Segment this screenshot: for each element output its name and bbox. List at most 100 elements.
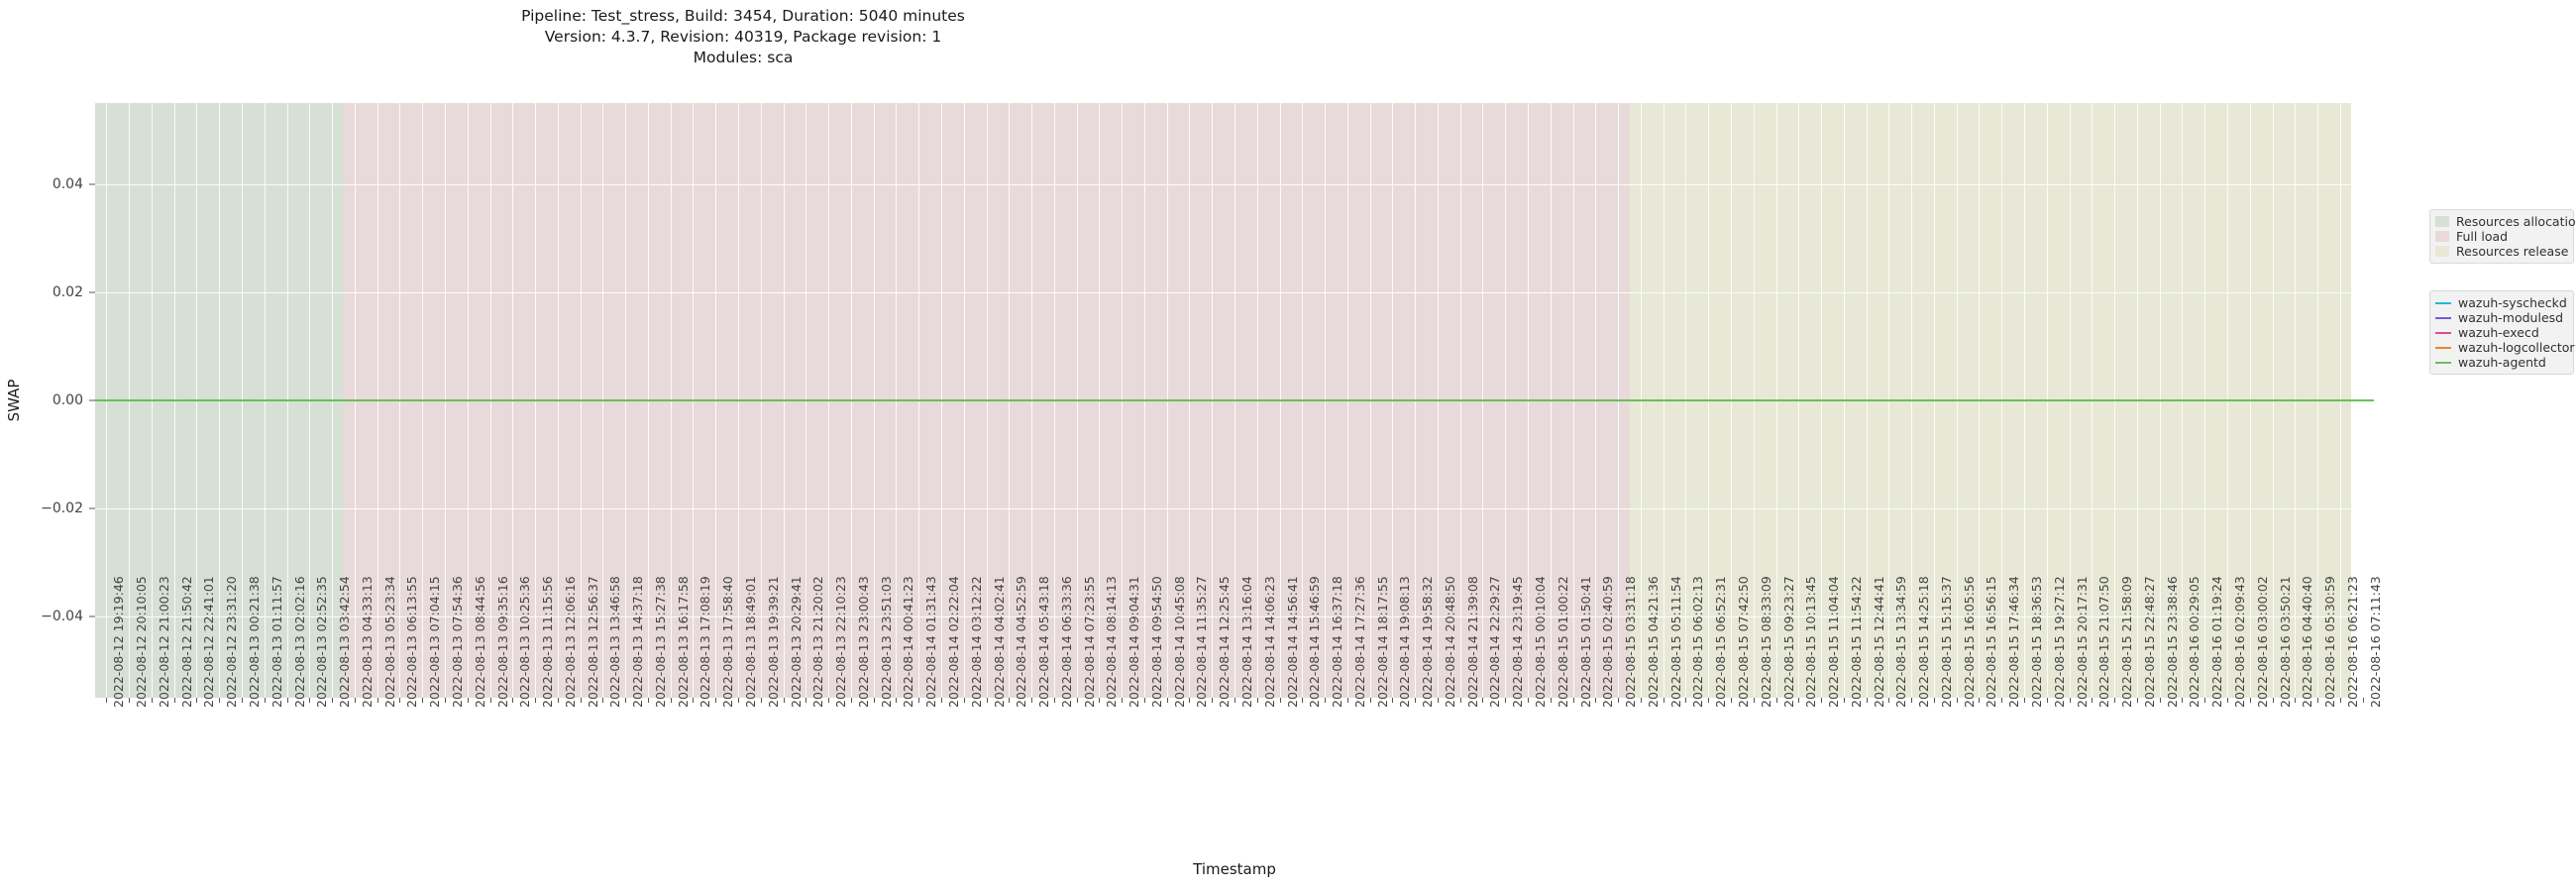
x-tick-mark	[1528, 698, 1530, 703]
x-tick-mark	[1009, 698, 1011, 703]
x-tick-mark	[1415, 698, 1417, 703]
y-tick-label: 0.04	[52, 175, 83, 192]
x-tick-label: 2022-08-13 02:52:35	[314, 576, 330, 708]
x-tick-mark	[1325, 698, 1327, 703]
x-tick-label: 2022-08-15 19:27:12	[2051, 576, 2067, 708]
y-tick-label: 0.02	[52, 283, 83, 300]
x-tick-label: 2022-08-14 06:33:36	[1058, 576, 1074, 708]
x-tick-mark	[467, 698, 469, 703]
x-tick-label: 2022-08-12 22:41:01	[201, 576, 217, 708]
legend-label: Resources release	[2456, 244, 2569, 259]
x-tick-mark	[873, 698, 875, 703]
x-tick-label: 2022-08-13 20:29:41	[788, 576, 804, 708]
x-tick-label: 2022-08-12 19:19:46	[111, 576, 127, 708]
legend-item-wazuh-logcollector[interactable]: wazuh-logcollector	[2435, 340, 2575, 355]
x-tick-label: 2022-08-14 10:45:08	[1171, 576, 1187, 708]
legend-phase-bands[interactable]: Resources allocation Full load Resources r…	[2429, 209, 2576, 264]
x-tick-label: 2022-08-15 22:48:27	[2141, 576, 2157, 708]
legend-item-wazuh-execd[interactable]: wazuh-execd	[2435, 325, 2567, 340]
x-tick-mark	[602, 698, 604, 703]
x-tick-mark	[2226, 698, 2228, 703]
x-tick-label: 2022-08-14 18:17:55	[1374, 576, 1390, 708]
x-tick-label: 2022-08-13 00:21:38	[247, 576, 263, 708]
legend-item-resources-allocation[interactable]: Resources allocation	[2435, 214, 2576, 229]
x-tick-mark	[1122, 698, 1124, 703]
x-tick-mark	[986, 698, 988, 703]
x-tick-label: 2022-08-15 11:54:22	[1848, 576, 1864, 708]
y-tick-mark	[89, 615, 95, 617]
x-tick-mark	[2339, 698, 2341, 703]
x-tick-label: 2022-08-13 23:00:43	[855, 576, 871, 708]
x-tick-mark	[489, 698, 491, 703]
x-tick-label: 2022-08-14 16:37:18	[1330, 576, 1345, 708]
title-line-2: Version: 4.3.7, Revision: 40319, Package…	[544, 28, 942, 46]
x-tick-mark	[332, 698, 334, 703]
x-tick-mark	[805, 698, 807, 703]
x-tick-label: 2022-08-14 19:58:32	[1420, 576, 1436, 708]
x-tick-mark	[625, 698, 627, 703]
x-tick-label: 2022-08-16 07:11:43	[2367, 576, 2383, 708]
x-tick-label: 2022-08-13 07:04:15	[427, 576, 443, 708]
legend-swatch-icon	[2435, 231, 2449, 242]
x-tick-label: 2022-08-14 14:56:41	[1284, 576, 1300, 708]
x-tick-mark	[354, 698, 356, 703]
legend-item-wazuh-modulesd[interactable]: wazuh-modulesd	[2435, 310, 2567, 325]
x-tick-label: 2022-08-13 22:10:23	[833, 576, 849, 708]
legend-item-wazuh-syscheckd[interactable]: wazuh-syscheckd	[2435, 295, 2567, 310]
x-tick-mark	[376, 698, 378, 703]
x-tick-mark	[1031, 698, 1033, 703]
x-tick-mark	[2272, 698, 2274, 703]
x-tick-mark	[647, 698, 649, 703]
x-tick-mark	[2114, 698, 2116, 703]
legend-series[interactable]: wazuh-syscheckd wazuh-modulesd wazuh-execd…	[2429, 290, 2575, 375]
series-line-wazuh-agentd	[95, 398, 2374, 402]
x-tick-mark	[1437, 698, 1439, 703]
x-tick-label: 2022-08-13 12:06:16	[562, 576, 578, 708]
x-tick-label: 2022-08-13 07:54:36	[449, 576, 465, 708]
x-tick-label: 2022-08-13 10:25:36	[517, 576, 533, 708]
legend-item-wazuh-agentd[interactable]: wazuh-agentd	[2435, 355, 2567, 370]
x-tick-label: 2022-08-15 06:02:13	[1690, 576, 1706, 708]
x-tick-label: 2022-08-13 16:17:58	[675, 576, 691, 708]
x-tick-mark	[2317, 698, 2319, 703]
x-tick-mark	[1053, 698, 1055, 703]
x-tick-mark	[1505, 698, 1507, 703]
x-tick-label: 2022-08-14 09:54:50	[1148, 576, 1164, 708]
x-tick-mark	[918, 698, 920, 703]
x-tick-label: 2022-08-15 21:58:09	[2119, 576, 2135, 708]
legend-line-icon	[2435, 316, 2451, 319]
x-tick-mark	[173, 698, 175, 703]
x-tick-mark	[2204, 698, 2206, 703]
x-tick-label: 2022-08-13 13:46:58	[607, 576, 623, 708]
x-tick-label: 2022-08-14 21:39:08	[1464, 576, 1480, 708]
title-line-1: Pipeline: Test_stress, Build: 3454, Dura…	[521, 7, 965, 25]
x-tick-mark	[196, 698, 198, 703]
x-tick-mark	[151, 698, 153, 703]
x-tick-label: 2022-08-13 06:13:55	[404, 576, 420, 708]
legend-item-full-load[interactable]: Full load	[2435, 229, 2567, 244]
x-tick-label: 2022-08-16 03:50:21	[2277, 576, 2293, 708]
x-tick-mark	[242, 698, 244, 703]
legend-item-resources-release[interactable]: Resources release	[2435, 244, 2569, 259]
x-tick-label: 2022-08-14 07:23:55	[1081, 576, 1097, 708]
grid-line-horizontal	[95, 616, 2374, 618]
x-tick-mark	[129, 698, 131, 703]
x-tick-label: 2022-08-13 03:42:54	[337, 576, 353, 708]
x-tick-label: 2022-08-15 12:44:41	[1871, 576, 1886, 708]
x-tick-mark	[1979, 698, 1981, 703]
x-tick-label: 2022-08-12 21:00:23	[156, 576, 171, 708]
x-tick-mark	[1956, 698, 1958, 703]
x-tick-label: 2022-08-13 12:56:37	[585, 576, 600, 708]
plot-area	[95, 103, 2374, 698]
x-tick-label: 2022-08-14 05:43:18	[1036, 576, 1052, 708]
x-tick-mark	[1866, 698, 1868, 703]
legend-label: wazuh-syscheckd	[2458, 295, 2567, 310]
x-tick-label: 2022-08-13 09:35:16	[494, 576, 510, 708]
x-tick-label: 2022-08-13 01:11:57	[268, 576, 284, 708]
x-tick-mark	[2136, 698, 2138, 703]
x-tick-label: 2022-08-16 06:21:23	[2344, 576, 2360, 708]
x-tick-label: 2022-08-14 22:29:27	[1487, 576, 1503, 708]
x-tick-mark	[1775, 698, 1777, 703]
x-tick-mark	[2362, 698, 2364, 703]
